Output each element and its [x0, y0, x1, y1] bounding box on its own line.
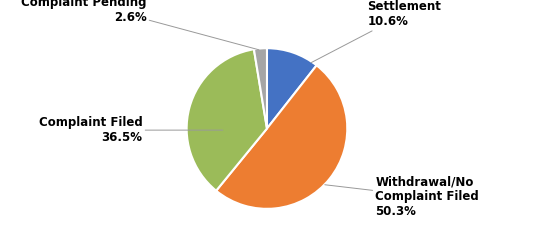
Text: Complaint Filed
36.5%: Complaint Filed 36.5%	[39, 116, 223, 144]
Text: Settlement
10.6%: Settlement 10.6%	[311, 0, 441, 63]
Text: Decision to File
Complaint Pending
2.6%: Decision to File Complaint Pending 2.6%	[21, 0, 259, 50]
Wedge shape	[254, 48, 267, 128]
Wedge shape	[186, 49, 267, 191]
Wedge shape	[267, 48, 317, 128]
Wedge shape	[216, 65, 347, 209]
Text: Withdrawal/No
Complaint Filed
50.3%: Withdrawal/No Complaint Filed 50.3%	[325, 175, 479, 218]
